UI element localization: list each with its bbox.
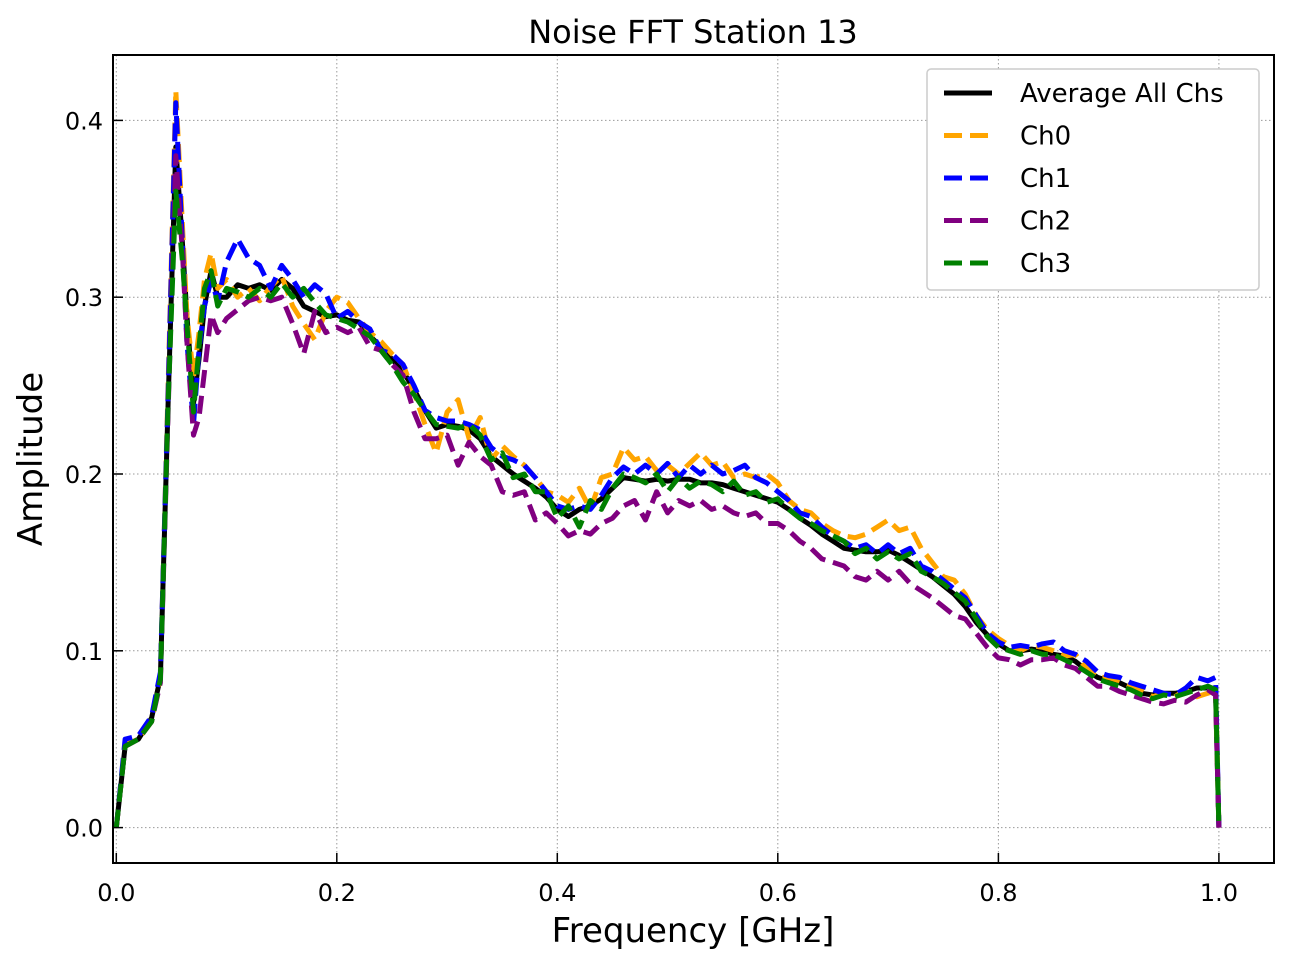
- x-tick-label: 0.6: [759, 879, 797, 907]
- y-tick-label: 0.4: [65, 107, 103, 135]
- axis-ticks: 0.0 0.2 0.4 0.6 0.8 1.0 0.0 0.1 0.2 0.3 0.4: [65, 107, 1238, 907]
- x-tick-label: 0.2: [318, 879, 356, 907]
- y-tick-label: 0.3: [65, 284, 103, 312]
- x-tick-label: 1.0: [1200, 879, 1238, 907]
- y-tick-label: 0.0: [65, 815, 103, 843]
- y-axis-label: Amplitude: [11, 372, 51, 546]
- legend-label: Ch2: [1020, 207, 1071, 237]
- x-tick-label: 0.8: [979, 879, 1017, 907]
- series-line-ch3: [113, 188, 1222, 828]
- series-lines: [113, 87, 1222, 828]
- x-tick-label: 0.4: [538, 879, 576, 907]
- series-line-average-all-chs: [113, 144, 1222, 828]
- y-tick-label: 0.2: [65, 461, 103, 489]
- legend-label: Ch0: [1020, 122, 1071, 152]
- legend-label: Ch1: [1020, 164, 1071, 194]
- legend-box: [926, 68, 1260, 291]
- x-tick-label: 0.0: [97, 879, 135, 907]
- legend-label: Average All Chs: [1020, 79, 1224, 109]
- plot-frame: [112, 54, 1275, 864]
- chart-title: Noise FFT Station 13: [528, 13, 858, 51]
- series-line-ch0: [113, 87, 1222, 828]
- legend-label: Ch3: [1020, 249, 1071, 279]
- legend: Average All Chs Ch0 Ch1 Ch2 Ch3: [926, 68, 1260, 291]
- y-tick-label: 0.1: [65, 638, 103, 666]
- x-axis-label: Frequency [GHz]: [552, 911, 835, 951]
- grid-lines: [113, 55, 1274, 863]
